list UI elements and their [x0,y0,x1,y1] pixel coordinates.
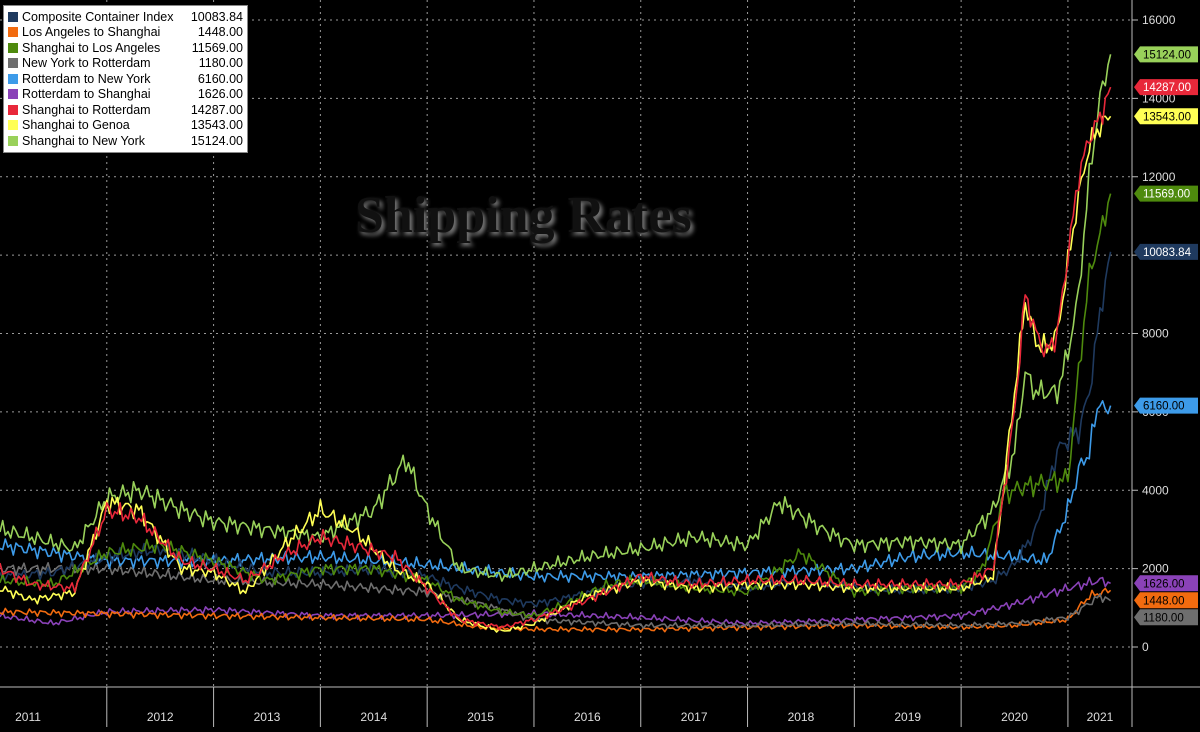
series-line [0,576,1111,627]
x-tick-label: 2013 [254,710,281,724]
y-tick-label: 12000 [1142,170,1176,184]
legend-series-value: 13543.00 [190,118,243,133]
y-tick-label: 16000 [1142,13,1176,27]
last-value-badge [1134,108,1198,125]
legend-item: Rotterdam to Shanghai 1626.00 [8,87,243,103]
x-tick-label: 2014 [360,710,387,724]
series-line [0,115,1112,633]
y-tick-label: 4000 [1142,483,1169,497]
last-value-label: 15124.00 [1134,46,1198,63]
legend-item: Rotterdam to New York 6160.00 [8,71,243,87]
last-value-text: 14287.00 [1143,82,1191,94]
x-tick-label: 2020 [1001,710,1028,724]
last-value-labels: 15124.00 14287.00 13543.00 11569.00 10083.84… [1134,46,1198,626]
legend: Composite Container Index 10083.84 Los Ang… [3,5,248,153]
x-tick-label: 2015 [467,710,494,724]
last-value-badge [1134,79,1198,96]
legend-swatch [8,58,18,69]
last-value-badge [1134,397,1198,414]
legend-series-name: Rotterdam to New York [22,71,151,86]
legend-swatch [8,27,18,38]
legend-swatch [8,73,18,84]
legend-swatch [8,89,18,100]
last-value-label: 11569.00 [1134,185,1198,202]
legend-item: Composite Container Index 10083.84 [8,9,243,25]
legend-series-value: 1626.00 [197,87,243,102]
legend-series-value: 10083.84 [190,9,243,24]
legend-series-name: Shanghai to Genoa [22,118,130,133]
series-line [0,561,1112,629]
last-value-badge [1134,243,1198,260]
last-value-text: 11569.00 [1143,189,1190,201]
legend-series-name: Los Angeles to Shanghai [22,25,161,40]
last-value-text: 1626.00 [1143,578,1185,590]
legend-series-value: 1180.00 [198,56,243,71]
last-value-text: 13543.00 [1143,111,1191,123]
last-value-label: 13543.00 [1134,108,1198,125]
last-value-label: 1626.00 [1134,575,1198,592]
legend-swatch [8,120,18,131]
legend-series-name: New York to Rotterdam [22,56,151,71]
legend-item: Los Angeles to Shanghai 1448.00 [8,25,243,41]
y-tick-label: 0 [1142,640,1149,654]
legend-item: Shanghai to Rotterdam 14287.00 [8,102,243,118]
legend-series-value: 11569.00 [191,40,243,55]
series-line [0,587,1112,633]
legend-series-name: Shanghai to Rotterdam [22,102,151,117]
legend-swatch [8,11,18,22]
legend-series-value: 14287.00 [190,102,243,117]
legend-swatch [8,104,18,115]
last-value-label: 1448.00 [1134,592,1198,609]
chart-title: Shipping Rates [355,187,692,244]
x-tick-label: 2012 [147,710,174,724]
last-value-badge [1134,575,1198,592]
series-line [0,86,1112,631]
last-value-badge [1134,609,1198,626]
legend-item: Shanghai to Los Angeles 11569.00 [8,40,243,56]
x-tick-label: 2018 [788,710,815,724]
series-group [0,54,1112,633]
y-tick-label: 8000 [1142,327,1169,341]
x-tick-label: 2017 [681,710,708,724]
legend-series-name: Shanghai to Los Angeles [22,40,161,55]
legend-swatch [8,135,18,146]
legend-series-value: 15124.00 [190,133,243,148]
series-line [0,54,1112,582]
last-value-text: 15124.00 [1143,49,1191,61]
x-tick-label: 2021 [1087,710,1114,724]
x-tick-label: 2019 [894,710,921,724]
last-value-text: 1180.00 [1143,612,1184,624]
last-value-label: 1180.00 [1134,609,1198,626]
last-value-label: 10083.84 [1134,243,1198,260]
x-tick-label: 2011 [15,710,41,724]
last-value-text: 1448.00 [1143,595,1185,607]
last-value-label: 6160.00 [1134,397,1198,414]
last-value-label: 14287.00 [1134,79,1198,96]
legend-swatch [8,42,18,53]
legend-series-value: 6160.00 [197,71,243,86]
last-value-badge [1134,185,1198,202]
x-axis: 2011 2012 2013 2014 2015 2016 2017 2018 2019 2020… [0,686,1200,727]
x-tick-label: 2016 [574,710,601,724]
y-tick-label: 2000 [1142,562,1169,576]
last-value-text: 10083.84 [1143,247,1192,259]
legend-series-name: Rotterdam to Shanghai [22,87,151,102]
last-value-badge [1134,46,1198,63]
last-value-text: 6160.00 [1143,401,1185,413]
legend-item: Shanghai to Genoa 13543.00 [8,118,243,134]
legend-series-name: Composite Container Index [22,9,174,24]
legend-series-value: 1448.00 [197,25,243,40]
last-value-badge [1134,592,1198,609]
legend-item: Shanghai to New York 15124.00 [8,133,243,149]
legend-series-name: Shanghai to New York [22,133,146,148]
legend-item: New York to Rotterdam 1180.00 [8,56,243,72]
